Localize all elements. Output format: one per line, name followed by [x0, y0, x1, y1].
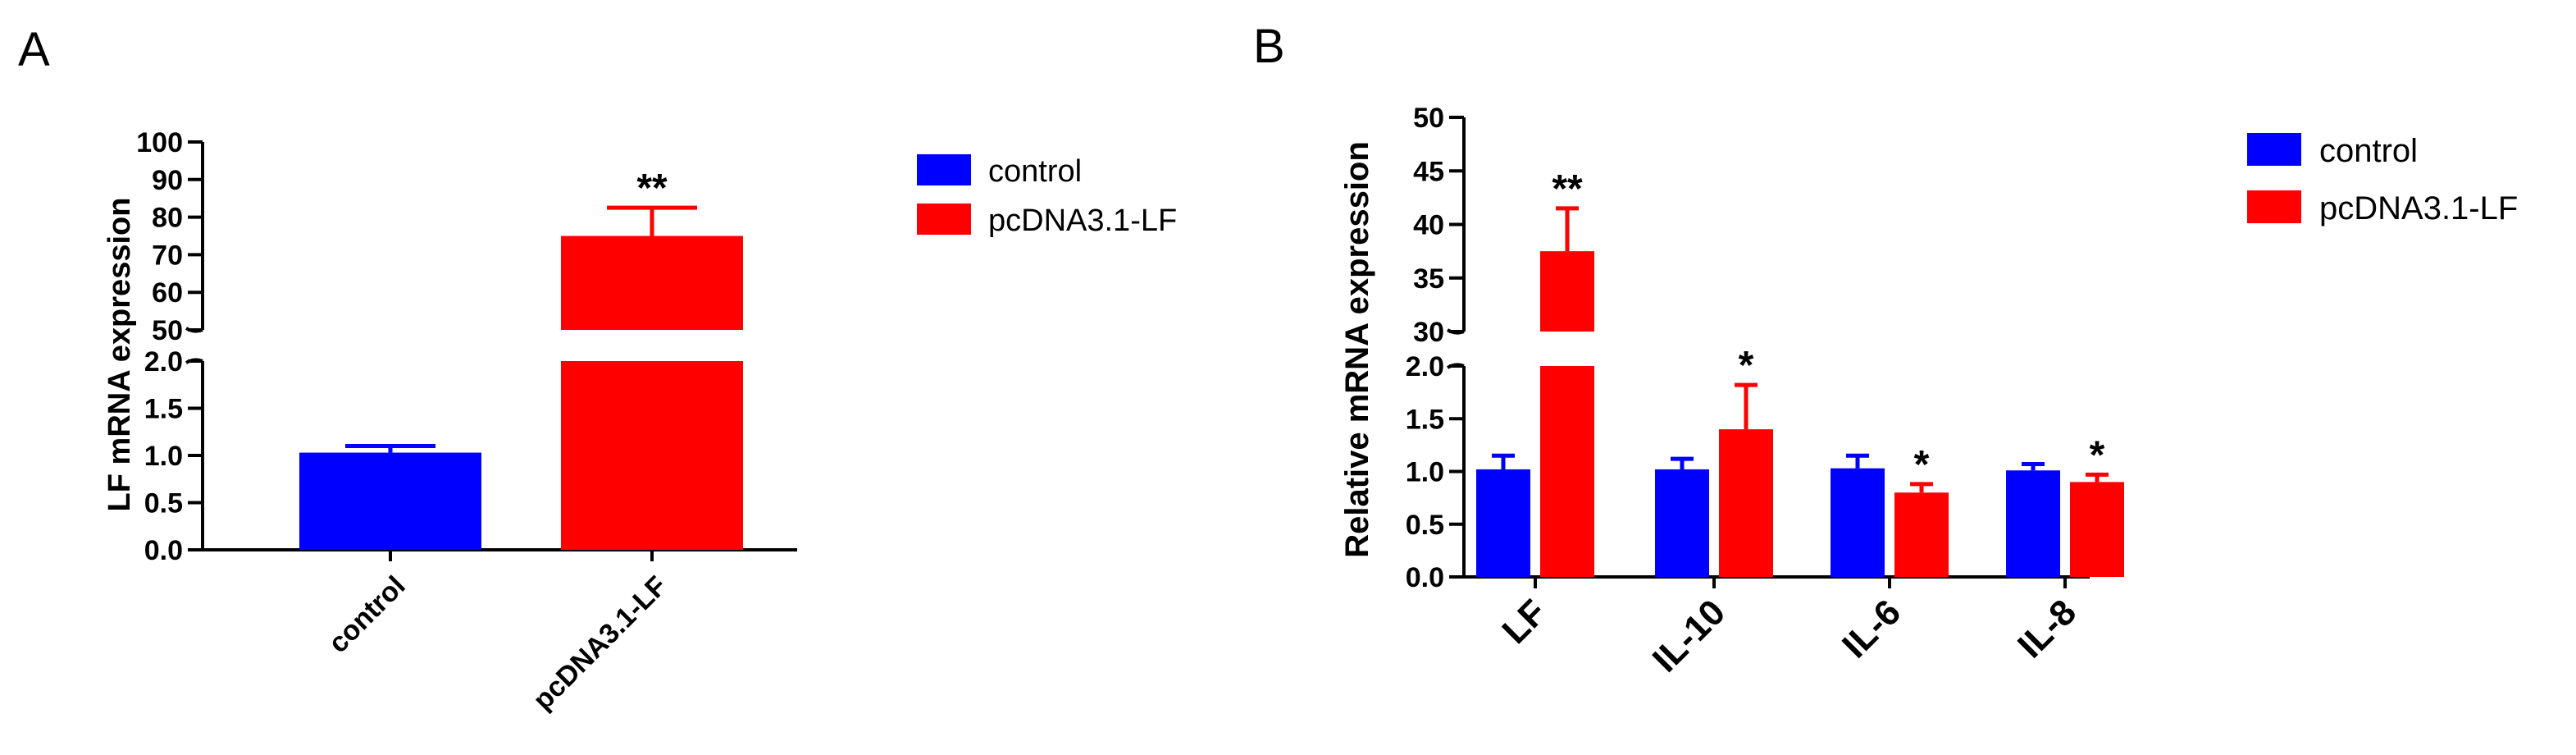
panel-a-y-tick-label: 0.0 — [144, 535, 183, 566]
panel-b-y-tick-label: 35 — [1413, 263, 1444, 295]
panel-a-label: A — [18, 23, 50, 76]
panel-b-lf-pcdna-bar-upper — [1540, 251, 1594, 332]
panel-b-legend-swatch-pcdna — [2247, 190, 2301, 223]
panel-b-y-tick-label: 30 — [1413, 317, 1444, 348]
panel-b-ylabel: Relative mRNA expression — [1339, 141, 1375, 558]
panel-a-legend-swatch-pcdna — [917, 204, 971, 235]
panel-b-il-8-pcdna-significance: * — [2090, 433, 2105, 477]
panel-a-ylabel: LF mRNA expression — [103, 198, 137, 512]
panel-a-y-tick-label: 100 — [136, 127, 183, 158]
panel-b-il-6-pcdna-significance: * — [1914, 443, 1930, 487]
panel-a-legend-label-control: control — [988, 154, 1082, 189]
panel-a-y-tick-label: 60 — [152, 277, 183, 309]
panel-a-y-tick-label: 70 — [152, 240, 183, 271]
panel-a-y-tick-label: 0.5 — [144, 488, 183, 519]
panel-b-y-tick-label: 1.5 — [1406, 404, 1444, 435]
panel-b-x-tick-label: LF — [1494, 592, 1554, 652]
panel-b-y-tick-label: 45 — [1413, 156, 1444, 187]
panel-a-pcdna-bar-upper — [561, 236, 743, 330]
panel-b-x-tick-label: IL-6 — [1835, 592, 1908, 666]
panel-b-legend-label-pcdna: pcDNA3.1-LF — [2319, 190, 2518, 226]
panel-b-x-tick-label: IL-8 — [2010, 592, 2084, 666]
panel-b-il-10-pcdna-bar — [1719, 429, 1773, 577]
panel-b-il-6-pcdna-bar — [1894, 492, 1949, 577]
panel-b-il-8-control-bar — [2006, 470, 2060, 577]
panel-a-y-tick-label: 1.5 — [144, 394, 183, 425]
panel-b-il-10-pcdna-significance: * — [1739, 344, 1754, 387]
panel-a-pcdna-significance: ** — [636, 167, 668, 210]
panel-a-x-tick-label: control — [322, 570, 411, 659]
panel-b-y-tick-label: 0.5 — [1406, 510, 1444, 541]
panel-b-lf-control-bar — [1476, 469, 1530, 577]
panel-b-y-tick-label: 0.0 — [1406, 562, 1444, 593]
panel-a-y-tick-label: 90 — [152, 165, 183, 196]
panel-b-y-tick-label: 40 — [1413, 210, 1444, 241]
panel-a-y-tick-label: 1.0 — [144, 441, 183, 472]
panel-b-y-tick-label: 50 — [1413, 103, 1444, 134]
panel-a-y-tick-label: 50 — [152, 315, 183, 346]
panel-b-il-10-control-bar — [1655, 469, 1709, 577]
panel-b-label: B — [1253, 20, 1285, 73]
panel-a-legend-label-pcdna: pcDNA3.1-LF — [988, 204, 1177, 238]
panel-b-lf-pcdna-bar-lower — [1540, 366, 1594, 577]
panel-b-x-tick-label: IL-10 — [1645, 592, 1733, 680]
panel-b-il-6-control-bar — [1831, 468, 1885, 577]
panel-b-y-tick-label: 1.0 — [1406, 457, 1444, 488]
chart-marks: 0.00.51.01.52.05060708090100control**pcD… — [136, 103, 2124, 716]
panel-b-y-tick-label: 2.0 — [1406, 351, 1444, 382]
panel-b-lf-pcdna-significance: ** — [1552, 167, 1583, 211]
panel-a-y-tick-label: 80 — [152, 203, 183, 234]
panel-a-legend-swatch-control — [917, 154, 971, 185]
panel-a-pcdna-bar-lower — [561, 361, 743, 550]
panel-a-y-tick-label: 2.0 — [144, 346, 183, 378]
panel-b-legend-swatch-control — [2247, 133, 2301, 166]
panel-a-control-bar — [299, 452, 481, 550]
panel-a-x-tick-label: pcDNA3.1-LF — [527, 570, 673, 716]
panel-b-il-8-pcdna-bar — [2070, 482, 2124, 577]
panel-b-legend-label-control: control — [2319, 133, 2418, 169]
